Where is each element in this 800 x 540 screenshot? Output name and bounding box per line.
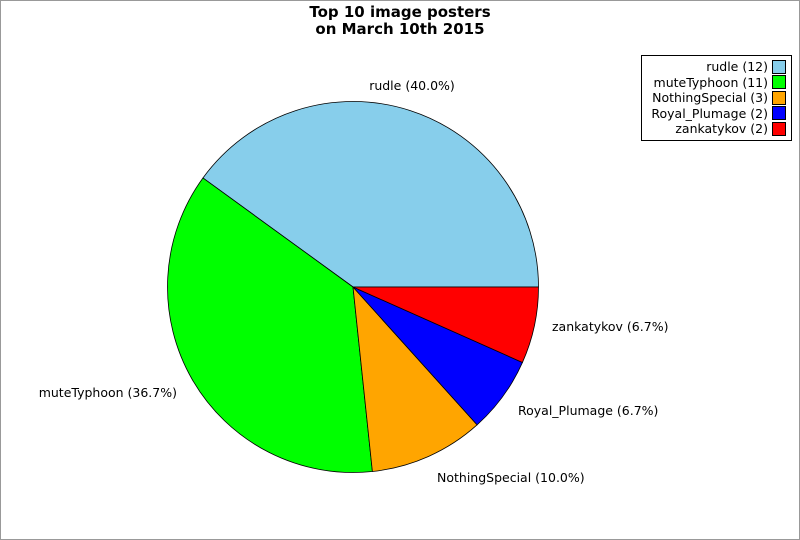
- pie-slice-rudle: [202, 101, 539, 288]
- legend-swatch-rudle: [772, 59, 786, 74]
- chart-title-line2: on March 10th 2015: [315, 19, 485, 38]
- legend-swatch-Royal_Plumage: [772, 106, 786, 121]
- wedge-label-rudle: rudle (40.0%): [369, 78, 455, 93]
- legend-item-NothingSpecial: NothingSpecial (3): [642, 90, 791, 106]
- chart-title: Top 10 image posters on March 10th 2015: [1, 4, 799, 37]
- legend-label-muteTyphoon: muteTyphoon (11): [653, 74, 768, 90]
- legend-item-rudle: rudle (12): [642, 59, 791, 75]
- legend-swatch-NothingSpecial: [772, 90, 786, 105]
- legend-item-muteTyphoon: muteTyphoon (11): [642, 75, 791, 91]
- legend-item-Royal_Plumage: Royal_Plumage (2): [642, 106, 791, 122]
- legend-label-rudle: rudle (12): [706, 59, 768, 74]
- wedge-label-NothingSpecial: NothingSpecial (10.0%): [437, 470, 585, 485]
- legend-swatch-muteTyphoon: [772, 75, 786, 90]
- wedge-label-Royal_Plumage: Royal_Plumage (6.7%): [518, 403, 658, 418]
- legend-label-zankatykov: zankatykov (2): [675, 121, 768, 136]
- pie-slice-zankatykov: [352, 286, 539, 363]
- legend: rudle (12) muteTyphoon (11) NothingSpecial…: [641, 55, 792, 141]
- legend-item-zankatykov: zankatykov (2): [642, 121, 791, 137]
- legend-label-Royal_Plumage: Royal_Plumage (2): [651, 105, 768, 121]
- legend-label-NothingSpecial: NothingSpecial (3): [652, 90, 768, 105]
- wedge-label-muteTyphoon: muteTyphoon (36.7%): [39, 385, 177, 400]
- pie-slice-muteTyphoon: [167, 177, 373, 473]
- pie-slice-NothingSpecial: [352, 286, 478, 472]
- legend-swatch-zankatykov: [772, 121, 786, 136]
- chart-title-line1: Top 10 image posters: [309, 3, 491, 21]
- wedge-label-zankatykov: zankatykov (6.7%): [552, 319, 668, 334]
